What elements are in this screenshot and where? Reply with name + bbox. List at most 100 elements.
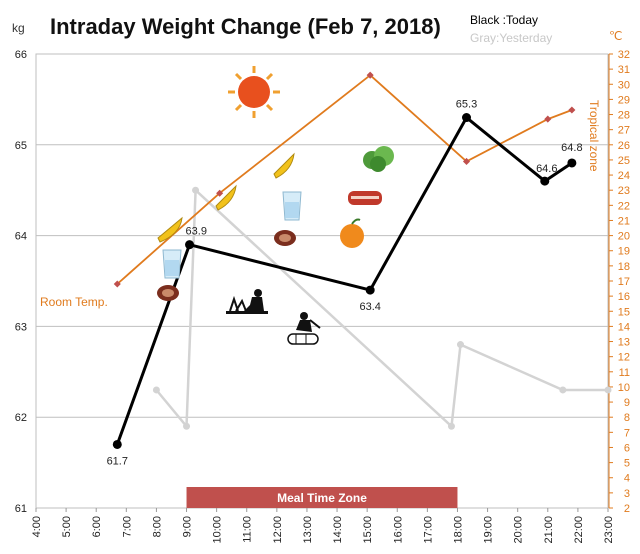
- x-tick-label: 15:00: [362, 516, 374, 544]
- x-tick-label: 16:00: [392, 516, 404, 544]
- x-tick-label: 14:00: [332, 516, 344, 544]
- lettuce-icon: [363, 146, 394, 172]
- right-tick-label: 24: [618, 170, 630, 182]
- x-tick-label: 10:00: [212, 516, 224, 544]
- right-tick-label: 28: [618, 110, 630, 122]
- data-label: 63.4: [359, 301, 380, 313]
- y-tick-label: 64: [15, 231, 27, 243]
- room-temp-point: [544, 115, 552, 123]
- data-label: 63.9: [186, 226, 207, 238]
- woodchopping-icon: [287, 312, 321, 345]
- x-tick-label: 11:00: [242, 516, 254, 543]
- series-points: [112, 71, 612, 449]
- right-tick-label: 15: [618, 306, 630, 318]
- right-tick-label: 21: [618, 215, 630, 227]
- axes: 61 62 63 64 65 66 23 4 5 6 7 8 9 10 11 12 13 14 15 16 17 18 19…: [15, 49, 630, 544]
- right-tick-label: 32: [618, 49, 630, 61]
- yesterday-point: [456, 341, 464, 349]
- right-tick-label: 22: [618, 200, 630, 212]
- meal-time-zone-bar: [186, 487, 458, 508]
- today-point: [462, 113, 472, 123]
- today-point: [365, 285, 375, 295]
- right-tick-label: 27: [618, 125, 630, 137]
- today-point: [112, 439, 122, 449]
- data-label: 61.7: [107, 455, 128, 467]
- right-tick-label: 29: [618, 94, 630, 106]
- meal-time-band: [186, 487, 458, 508]
- yesterday-point: [447, 422, 455, 430]
- legend-today: Black :Today: [470, 13, 538, 27]
- right-tick-label: 16: [618, 291, 630, 303]
- right-tick-label: 5: [624, 458, 630, 470]
- banana-icon: [157, 216, 183, 243]
- y-tick-label: 65: [15, 140, 27, 152]
- today-point: [567, 158, 577, 168]
- data-labels: 61.7 63.9 63.4 65.3 64.6 64.8: [107, 99, 583, 468]
- orange-icon: [340, 218, 364, 248]
- yesterday-point: [192, 186, 200, 194]
- x-tick-label: 17:00: [422, 516, 434, 544]
- x-tick-label: 18:00: [452, 516, 464, 544]
- right-tick-label: 3: [624, 488, 630, 500]
- right-tick-label: 23: [618, 185, 630, 197]
- room-temp-point: [216, 189, 224, 197]
- room-temp-point: [366, 71, 374, 79]
- right-tick-label: 31: [618, 64, 630, 76]
- right-tick-label: 25: [618, 155, 630, 167]
- right-tick-label: 7: [624, 427, 630, 439]
- meal-time-label: Meal Time Zone: [277, 491, 367, 505]
- today-point: [185, 240, 195, 250]
- x-tick-label: 5:00: [61, 516, 73, 537]
- yesterday-point: [559, 386, 567, 394]
- right-tick-label: 18: [618, 261, 630, 273]
- room-temp-point: [113, 280, 121, 288]
- yesterday-point: [183, 422, 191, 430]
- x-tick-label: 9:00: [182, 516, 194, 537]
- room-temp-point: [462, 157, 471, 165]
- x-tick-label: 23:00: [603, 516, 615, 544]
- banana-icon: [215, 184, 237, 211]
- data-label: 65.3: [456, 99, 477, 111]
- right-tick-label: 20: [618, 231, 630, 243]
- x-tick-label: 20:00: [513, 516, 525, 544]
- yesterday-point: [152, 386, 160, 394]
- right-tick-label: 13: [618, 337, 630, 349]
- x-tick-label: 13:00: [302, 516, 314, 544]
- right-tick-label: 9: [624, 397, 630, 409]
- x-tick-label: 4:00: [31, 516, 43, 537]
- right-tick-label: 17: [618, 276, 630, 288]
- right-tick-label: 19: [618, 246, 630, 258]
- x-tick-label: 22:00: [573, 516, 585, 544]
- water-glass-icon: [282, 191, 302, 221]
- y-tick-label: 66: [15, 49, 27, 61]
- left-axis-unit: kg: [12, 21, 25, 35]
- legend-yesterday: Gray:Yesterday: [470, 31, 552, 45]
- right-tick-label: 14: [618, 321, 630, 333]
- data-label: 64.8: [561, 142, 582, 154]
- right-tick-label: 30: [618, 79, 630, 91]
- water-glass-icon: [162, 249, 182, 279]
- right-axis-unit: ℃: [609, 29, 622, 43]
- right-tick-label: 4: [624, 473, 630, 485]
- gridlines: [36, 53, 608, 509]
- yesterday-point: [604, 386, 612, 394]
- x-tick-label: 19:00: [483, 516, 495, 544]
- meat-icon: [348, 191, 382, 205]
- right-tick-label: 8: [624, 412, 630, 424]
- y-tick-label: 63: [15, 321, 27, 333]
- banana-icon: [273, 152, 295, 179]
- meat-icon: [274, 230, 296, 246]
- x-tick-label: 21:00: [543, 516, 555, 544]
- meat-icon: [157, 285, 179, 301]
- y-tick-label: 61: [15, 503, 27, 515]
- right-axis-label: Tropical zone: [587, 100, 601, 172]
- sun-icon: [228, 66, 280, 118]
- right-tick-label: 6: [624, 442, 630, 454]
- y-tick-label: 62: [15, 412, 27, 424]
- x-tick-label: 8:00: [151, 516, 163, 537]
- right-tick-label: 11: [619, 367, 630, 379]
- gardening-icon: [226, 289, 268, 314]
- right-tick-label: 10: [618, 382, 630, 394]
- x-tick-label: 6:00: [91, 516, 103, 537]
- right-tick-label: 12: [618, 352, 630, 364]
